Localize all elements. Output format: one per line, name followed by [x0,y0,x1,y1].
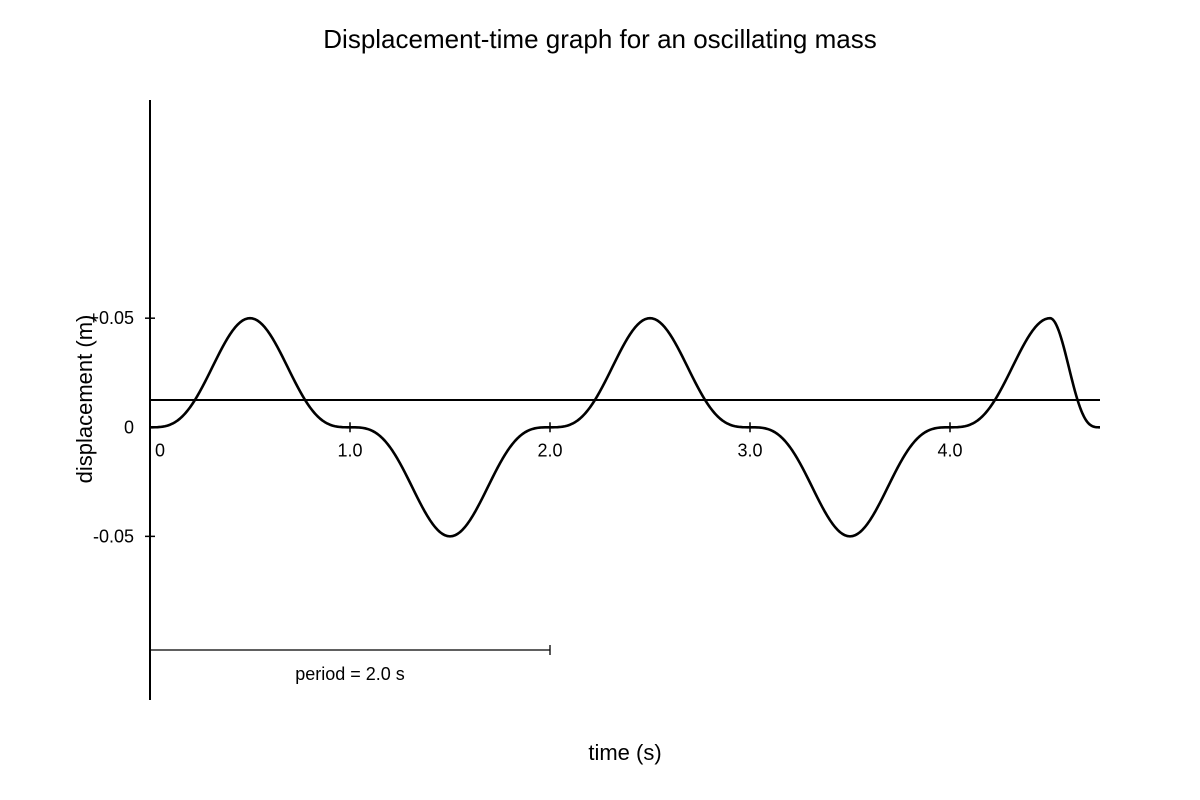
period-marker: period = 2.0 s [150,645,551,684]
series-line-displacement [150,316,1101,538]
y-tick-label: 0 [124,417,134,437]
chart-title: Displacement-time graph for an oscillati… [323,24,877,54]
y-axis-label: displacement (m) [72,315,97,484]
y-tick-label: -0.05 [93,526,134,546]
x-tick-label: 0 [155,440,165,460]
period-label: period = 2.0 s [295,664,405,684]
y-tick-label: +0.05 [88,308,134,328]
x-tick-label: 2.0 [537,440,562,460]
x-axis-label: time (s) [588,740,661,765]
x-tick-label: 4.0 [937,440,962,460]
x-ticks: 0 1.0 2.0 3.0 4.0 [155,422,963,460]
x-tick-label: 1.0 [337,440,362,460]
x-tick-label: 3.0 [737,440,762,460]
y-ticks: +0.05 0 -0.05 [88,308,155,546]
